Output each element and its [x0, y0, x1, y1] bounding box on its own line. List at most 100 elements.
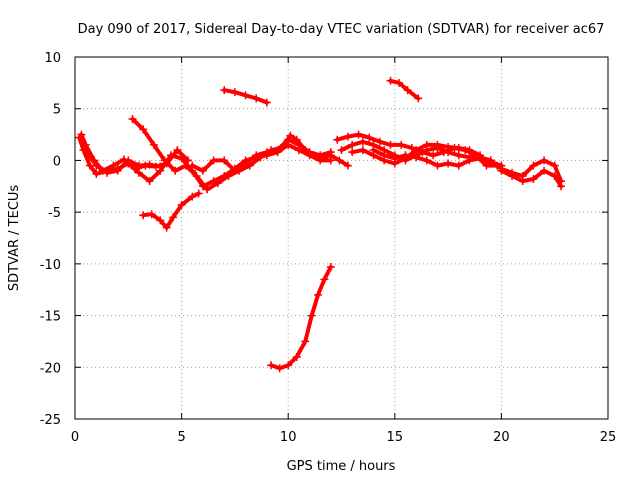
- data-point: [320, 275, 329, 284]
- data-point: [418, 148, 427, 157]
- data-point: [358, 137, 367, 146]
- data-point: [454, 161, 463, 170]
- data-point: [92, 169, 101, 178]
- y-tick-label: 5: [53, 103, 61, 118]
- data-point: [422, 156, 431, 165]
- data-point: [128, 115, 137, 124]
- data-point: [337, 146, 346, 155]
- data-point: [188, 192, 197, 201]
- data-point: [429, 151, 438, 160]
- data-point: [407, 144, 416, 153]
- series-layer: [75, 76, 566, 373]
- data-point: [102, 168, 111, 177]
- x-tick-label: 5: [177, 430, 185, 445]
- series-arc-14: [141, 191, 201, 230]
- data-point: [198, 166, 207, 175]
- data-point: [444, 159, 453, 168]
- y-tick-label: 10: [44, 51, 61, 66]
- x-tick-label: 15: [387, 430, 404, 445]
- data-point: [192, 171, 201, 180]
- data-point: [92, 161, 101, 170]
- data-point: [220, 86, 229, 95]
- data-point: [365, 133, 374, 142]
- data-point: [241, 91, 250, 100]
- chart-title: Day 090 of 2017, Sidereal Day-to-day VTE…: [78, 22, 605, 37]
- data-point: [156, 216, 165, 225]
- data-point: [149, 140, 158, 149]
- data-point: [390, 154, 399, 163]
- data-point: [444, 142, 453, 151]
- data-point: [486, 156, 495, 165]
- data-point: [213, 179, 222, 188]
- data-point: [335, 156, 344, 165]
- data-point: [497, 166, 506, 175]
- data-point: [77, 130, 86, 139]
- data-point: [252, 153, 261, 162]
- data-point: [314, 290, 323, 299]
- data-point: [358, 146, 367, 155]
- data-point: [279, 140, 288, 149]
- data-point: [454, 144, 463, 153]
- data-point: [160, 156, 169, 165]
- data-point: [252, 94, 261, 103]
- data-point: [375, 137, 384, 146]
- data-point: [171, 166, 180, 175]
- data-point: [309, 151, 318, 160]
- data-point: [422, 140, 431, 149]
- data-point: [145, 177, 154, 186]
- data-point: [113, 166, 122, 175]
- data-point: [188, 161, 197, 170]
- data-point: [412, 153, 421, 162]
- x-axis-label: GPS time / hours: [287, 459, 396, 474]
- data-point: [81, 146, 90, 155]
- data-point: [109, 161, 118, 170]
- y-tick-label: -15: [40, 310, 61, 325]
- data-point: [395, 78, 404, 87]
- data-point: [414, 94, 423, 103]
- data-point: [209, 156, 218, 165]
- data-point: [433, 161, 442, 170]
- data-point: [130, 164, 139, 173]
- plot-frame: [74, 56, 609, 420]
- data-point: [326, 151, 335, 160]
- data-point: [397, 140, 406, 149]
- y-tick-label: -20: [40, 361, 61, 376]
- data-point: [245, 161, 254, 170]
- data-point: [354, 130, 363, 139]
- data-point: [177, 200, 186, 209]
- data-point: [529, 161, 538, 170]
- data-point: [275, 364, 284, 373]
- data-point: [343, 132, 352, 141]
- data-point: [439, 148, 448, 157]
- data-point: [465, 156, 474, 165]
- data-point: [465, 146, 474, 155]
- y-tick-label: -10: [40, 258, 61, 273]
- data-point: [203, 185, 212, 194]
- data-point: [173, 146, 182, 155]
- data-point: [343, 161, 352, 170]
- y-tick-label: -5: [48, 206, 61, 221]
- data-point: [139, 211, 148, 220]
- y-axis-label: SDTVAR / TECUs: [7, 185, 22, 292]
- data-point: [183, 156, 192, 165]
- data-point: [262, 98, 271, 107]
- data-point: [220, 156, 229, 165]
- data-point: [369, 146, 378, 155]
- data-point: [273, 148, 282, 157]
- data-point: [476, 154, 485, 163]
- data-point: [230, 164, 239, 173]
- data-point: [454, 151, 463, 160]
- data-point: [262, 151, 271, 160]
- axis-ticks: 0 5 10 15 20 25 10 5 0 -5 -10 -15 -20 -25: [40, 51, 617, 445]
- data-point: [301, 146, 310, 155]
- data-point: [540, 166, 549, 175]
- y-tick-label: -25: [40, 413, 61, 428]
- data-point: [557, 182, 566, 191]
- data-point: [307, 311, 316, 320]
- data-point: [292, 135, 301, 144]
- data-point: [386, 140, 395, 149]
- data-point: [284, 361, 293, 370]
- data-point: [318, 154, 327, 163]
- data-point: [412, 146, 421, 155]
- data-point: [134, 161, 143, 170]
